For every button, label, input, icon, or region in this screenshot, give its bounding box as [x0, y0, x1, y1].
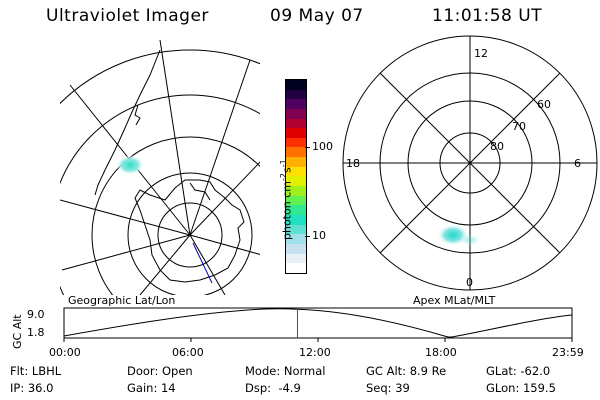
colorbar-segment — [286, 108, 306, 119]
colorbar-segment — [286, 99, 306, 109]
colorbar-segment — [286, 137, 306, 148]
colorbar-segment — [286, 224, 306, 235]
time-label: 11:01:58 UT — [432, 6, 543, 26]
timeline-xtick: 06:00 — [172, 346, 204, 359]
aurora-emission-left — [116, 155, 144, 175]
meridian — [189, 59, 251, 236]
colorbar-segment — [286, 176, 306, 187]
info-flt: Flt: LBHL — [10, 364, 62, 378]
lat-circle — [157, 202, 223, 268]
colorbar-segment — [286, 128, 306, 138]
coastline — [134, 179, 245, 283]
colorbar-segment — [286, 147, 306, 158]
colorbar-tick-10: 10 — [312, 229, 326, 242]
colorbar-segment — [286, 205, 306, 216]
info-seq: Seq: 39 — [366, 381, 410, 395]
timeline-ytick-low: 1.8 — [27, 326, 45, 339]
colorbar-tick-100: 100 — [312, 140, 333, 153]
altitude-curve — [63, 308, 573, 338]
info-gain: Gain: 14 — [127, 381, 176, 395]
colorbar-segment — [286, 89, 306, 100]
info-door: Door: Open — [127, 364, 193, 378]
mlat-label-80: 80 — [490, 140, 504, 153]
info-gcalt: GC Alt: 8.9 Re — [366, 364, 447, 378]
apex-caption: Apex MLat/MLT — [413, 294, 496, 307]
colorbar-tickmark — [305, 147, 310, 148]
info-mode: Mode: Normal — [245, 364, 326, 378]
info-glon: GLon: 159.5 — [486, 381, 556, 395]
colorbar-segment — [286, 215, 306, 225]
colorbar-segment — [286, 234, 306, 245]
info-glat: GLat: -62.0 — [486, 364, 551, 378]
timeline-xtick: 12:00 — [299, 346, 331, 359]
colorbar-segment — [286, 166, 306, 177]
timeline-ytick-high: 9.0 — [27, 308, 45, 321]
meridian — [189, 161, 260, 236]
satellite-track — [192, 242, 213, 284]
colorbar-segment — [286, 244, 306, 254]
coastline — [94, 49, 161, 196]
colorbar-segment — [286, 263, 306, 273]
meridian — [139, 234, 191, 295]
colorbar-segment — [286, 186, 306, 196]
meridian — [189, 234, 226, 295]
meridian — [159, 40, 191, 236]
info-dsp: Dsp: -4.9 — [245, 381, 301, 395]
colorbar-segment — [286, 157, 306, 167]
timeline-xtick: 18:00 — [425, 346, 457, 359]
meridian — [61, 234, 191, 271]
mlt-label-6: 6 — [574, 157, 581, 170]
lat-circle — [60, 94, 260, 295]
timeline-xtick: 23:59 — [552, 346, 584, 359]
meridian — [60, 199, 191, 236]
colorbar-segment — [286, 79, 306, 90]
lat-circle — [60, 49, 260, 105]
colorbar-tickmark — [305, 236, 310, 237]
coastline — [134, 104, 141, 126]
mlat-label-60: 60 — [537, 98, 551, 111]
geographic-caption: Geographic Lat/Lon — [68, 294, 176, 307]
info-ip: IP: 36.0 — [10, 381, 54, 395]
colorbar-segment — [286, 253, 306, 264]
colorbar — [285, 79, 307, 274]
mlt-label-0: 0 — [466, 276, 473, 289]
instrument-title: Ultraviolet Imager — [46, 6, 209, 26]
mlt-label-18: 18 — [346, 157, 360, 170]
mlt-diag — [379, 72, 561, 254]
date-label: 09 May 07 — [270, 6, 364, 26]
colorbar-segment — [286, 195, 306, 206]
lat-circle — [127, 172, 253, 295]
timeline-xtick: 00:00 — [49, 346, 81, 359]
mlat-label-70: 70 — [512, 120, 526, 133]
colorbar-segment — [286, 118, 306, 129]
meridian — [189, 234, 260, 255]
mlt-label-12: 12 — [474, 47, 488, 60]
aurora-emission-right-faint — [460, 234, 480, 246]
lat-circle — [91, 136, 260, 295]
coastline — [189, 182, 211, 201]
